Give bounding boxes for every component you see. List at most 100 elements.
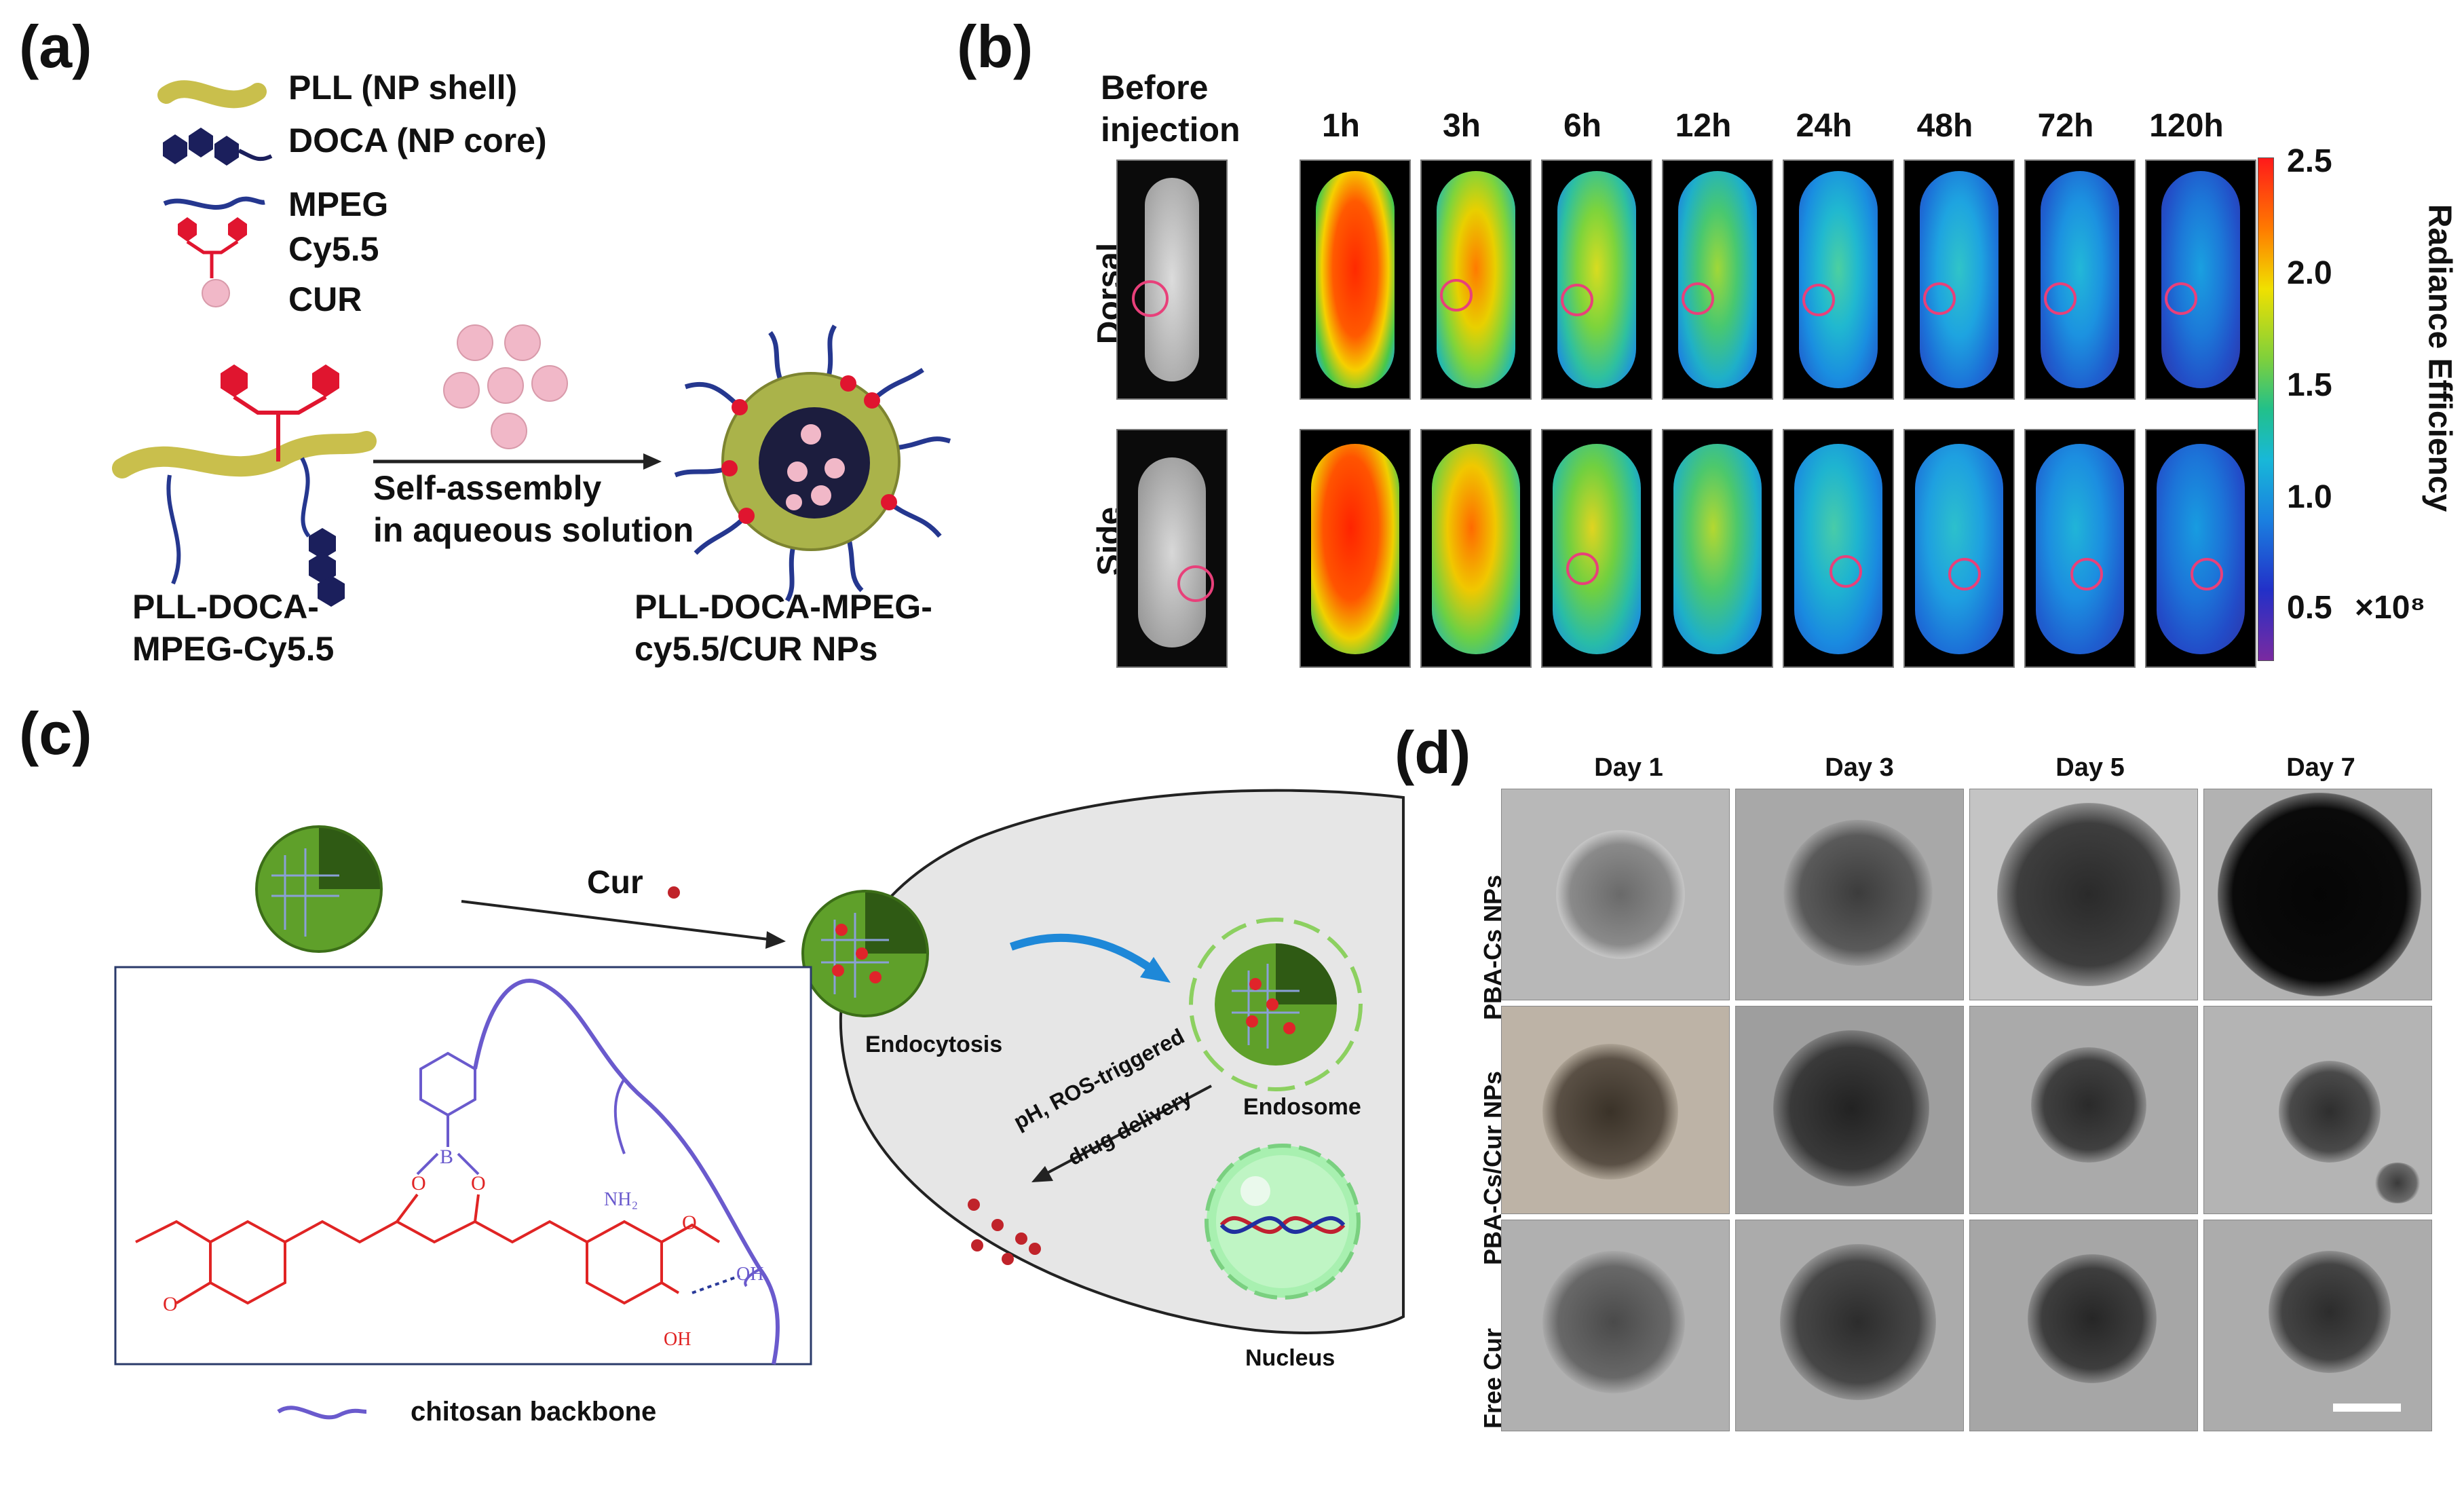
oxygen-label-4: O <box>682 1211 697 1234</box>
colorbar-title: Radiance Efficiency <box>2421 204 2458 512</box>
polymer-molecule-illustration <box>112 364 377 607</box>
time-header-row: 1h 3h 6h 12h 24h 48h 72h 120h <box>1287 107 2258 148</box>
before-injection-line1: Before <box>1101 69 1209 107</box>
time-12h: 12h <box>1675 108 1732 144</box>
nucleus-label: Nucleus <box>1245 1345 1335 1371</box>
colorbar-tick-1.0: 1.0 <box>2287 479 2332 515</box>
drug-delivery-arrow <box>1044 1085 1212 1175</box>
dorsal-24h-image <box>1783 159 1894 400</box>
spheroid-free-cur-day5 <box>1969 1220 2198 1431</box>
time-24h: 24h <box>1796 108 1853 144</box>
spheroid-pba-cs-day1 <box>1501 789 1730 1000</box>
day-3-header: Day 3 <box>1825 753 1894 782</box>
oxygen-label-1: O <box>411 1172 426 1194</box>
time-1h: 1h <box>1321 108 1360 144</box>
side-1h-image <box>1300 429 1411 668</box>
tumor-markers <box>1132 279 2223 602</box>
dorsal-3h-image <box>1420 159 1532 400</box>
side-3h-image <box>1420 429 1532 668</box>
left-molecule-label-line2: MPEG-Cy5.5 <box>132 630 335 668</box>
nanoparticle-illustration <box>674 324 951 602</box>
spheroid-pba-cs-cur-day7 <box>2203 1006 2432 1214</box>
cur-label: Cur <box>587 865 643 901</box>
spheroid-pba-cs-day3 <box>1735 789 1964 1000</box>
dorsal-1h-image <box>1300 159 1411 400</box>
spheroid-pba-cs-day7 <box>2203 789 2432 1000</box>
released-cur-dots <box>968 1199 1041 1265</box>
time-3h: 3h <box>1442 108 1481 144</box>
colorbar-unit: ×10⁸ <box>2355 590 2426 626</box>
mpeg-legend-icon <box>163 196 265 210</box>
before-injection-dorsal-image <box>1116 159 1228 400</box>
arrow-label-line2: in aqueous solution <box>373 511 694 549</box>
boron-label: B <box>440 1146 454 1168</box>
spheroid-free-cur-day3 <box>1735 1220 1964 1431</box>
empty-nanoparticle-icon <box>255 825 383 953</box>
loaded-nanoparticle-icon <box>801 890 929 1017</box>
spheroid-free-cur-day7 <box>2203 1220 2432 1431</box>
cur-legend-icon <box>202 279 230 307</box>
time-72h: 72h <box>2037 108 2094 144</box>
legend-doca-text: DOCA (NP core) <box>288 121 547 159</box>
spheroid-pba-cs-cur-day5 <box>1969 1006 2198 1214</box>
legend-pll-text: PLL (NP shell) <box>288 69 518 107</box>
side-24h-image <box>1783 429 1894 668</box>
colorbar-tick-1.5: 1.5 <box>2287 367 2332 403</box>
backbone-legend-line <box>277 1406 367 1420</box>
chemical-structure-box <box>114 966 812 1366</box>
colorbar-tick-2.0: 2.0 <box>2287 255 2332 291</box>
oxygen-label-3: O <box>163 1293 178 1315</box>
side-48h-image <box>1903 429 2015 668</box>
day-7-header: Day 7 <box>2286 753 2355 782</box>
spheroid-pba-cs-day5 <box>1969 789 2198 1000</box>
endosome-nanoparticle-icon <box>1189 918 1363 1091</box>
spheroid-pba-cs-cur-day1 <box>1501 1006 1730 1214</box>
colorbar-tick-2.5: 2.5 <box>2287 143 2332 179</box>
panel-a-label: (a) <box>19 13 92 80</box>
arrow-label-line1: Self-assembly <box>373 469 602 507</box>
endosome-label: Endosome <box>1243 1094 1361 1120</box>
cur-loading-arrow <box>461 900 774 941</box>
time-48h: 48h <box>1916 108 1973 144</box>
side-72h-image <box>2024 429 2136 668</box>
chemical-structure <box>135 979 780 1365</box>
dorsal-12h-image <box>1662 159 1773 400</box>
legend-cur-text: CUR <box>288 280 362 318</box>
scale-bar <box>2333 1404 2401 1412</box>
oh-label-bottom: OH <box>664 1329 691 1350</box>
cy55-legend-icon <box>178 217 247 278</box>
left-molecule-label-line1: PLL-DOCA- <box>132 588 319 626</box>
endocytosis-label: Endocytosis <box>865 1032 1003 1057</box>
before-injection-side-image <box>1116 429 1228 668</box>
panel-c-label: (c) <box>19 700 92 767</box>
before-injection-line2: injection <box>1101 111 1240 149</box>
pll-legend-icon <box>157 80 267 109</box>
endocytosis-arrow <box>1009 933 1156 974</box>
legend-cy55-text: Cy5.5 <box>288 230 379 268</box>
dorsal-120h-image <box>2145 159 2256 400</box>
day-5-header: Day 5 <box>2055 753 2125 782</box>
side-12h-image <box>1662 429 1773 668</box>
dorsal-6h-image <box>1541 159 1652 400</box>
chitosan-backbone-label: chitosan backbone <box>411 1397 657 1427</box>
spheroid-pba-cs-cur-day3 <box>1735 1006 1964 1214</box>
spheroid-free-cur-day1 <box>1501 1220 1730 1431</box>
panel-a-diagram <box>112 80 951 607</box>
panel-c-diagram <box>114 789 1405 1420</box>
dorsal-72h-image <box>2024 159 2136 400</box>
colorbar-tick-0.5: 0.5 <box>2287 590 2332 626</box>
time-6h: 6h <box>1563 108 1601 144</box>
doca-legend-icon <box>163 128 273 166</box>
nh2-label: NH₂ <box>604 1189 639 1210</box>
cur-dot-icon <box>668 886 680 899</box>
time-120h: 120h <box>2149 108 2224 144</box>
cur-cluster-illustration <box>443 324 568 449</box>
dorsal-48h-image <box>1903 159 2015 400</box>
panel-b-label: (b) <box>957 13 1034 80</box>
day-1-header: Day 1 <box>1594 753 1663 782</box>
colorbar <box>2258 157 2274 661</box>
nanoparticle-label-line1: PLL-DOCA-MPEG- <box>634 588 932 626</box>
legend-mpeg-text: MPEG <box>288 185 389 223</box>
nanoparticle-label-line2: cy5.5/CUR NPs <box>634 630 878 668</box>
oh-label-top: OH <box>736 1264 764 1285</box>
